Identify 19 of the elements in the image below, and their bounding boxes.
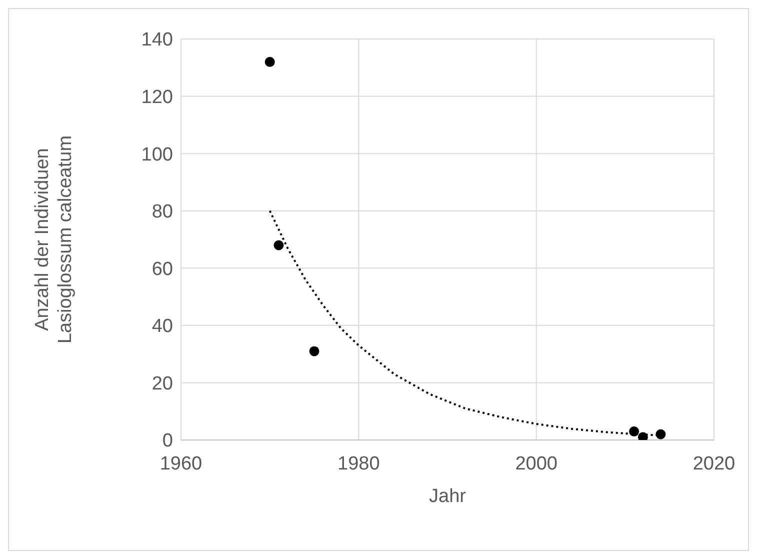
y-tick-label: 140	[141, 30, 173, 51]
y-tick-label: 100	[141, 144, 173, 166]
y-tick-label: 120	[141, 87, 173, 108]
point	[264, 56, 275, 67]
y-tick-label: 20	[152, 373, 173, 394]
point	[309, 346, 320, 356]
y-tick-label: 60	[152, 258, 173, 280]
point	[274, 240, 284, 250]
point	[629, 426, 640, 436]
point	[656, 429, 666, 440]
x-tick-label: 1960	[160, 453, 202, 474]
x-tick-label: 2020	[692, 453, 736, 474]
x-axis-title: Jahr	[429, 486, 467, 507]
x-tick-label: 2000	[515, 453, 558, 474]
y-tick-label: 80	[152, 202, 173, 223]
y-tick-label: 40	[152, 316, 173, 338]
y-axis-title: Anzahl der Individuen Lasioglossum calceatum	[32, 135, 76, 344]
x-tick-label: 1980	[338, 453, 380, 474]
y-tick-label: 0	[162, 430, 173, 452]
